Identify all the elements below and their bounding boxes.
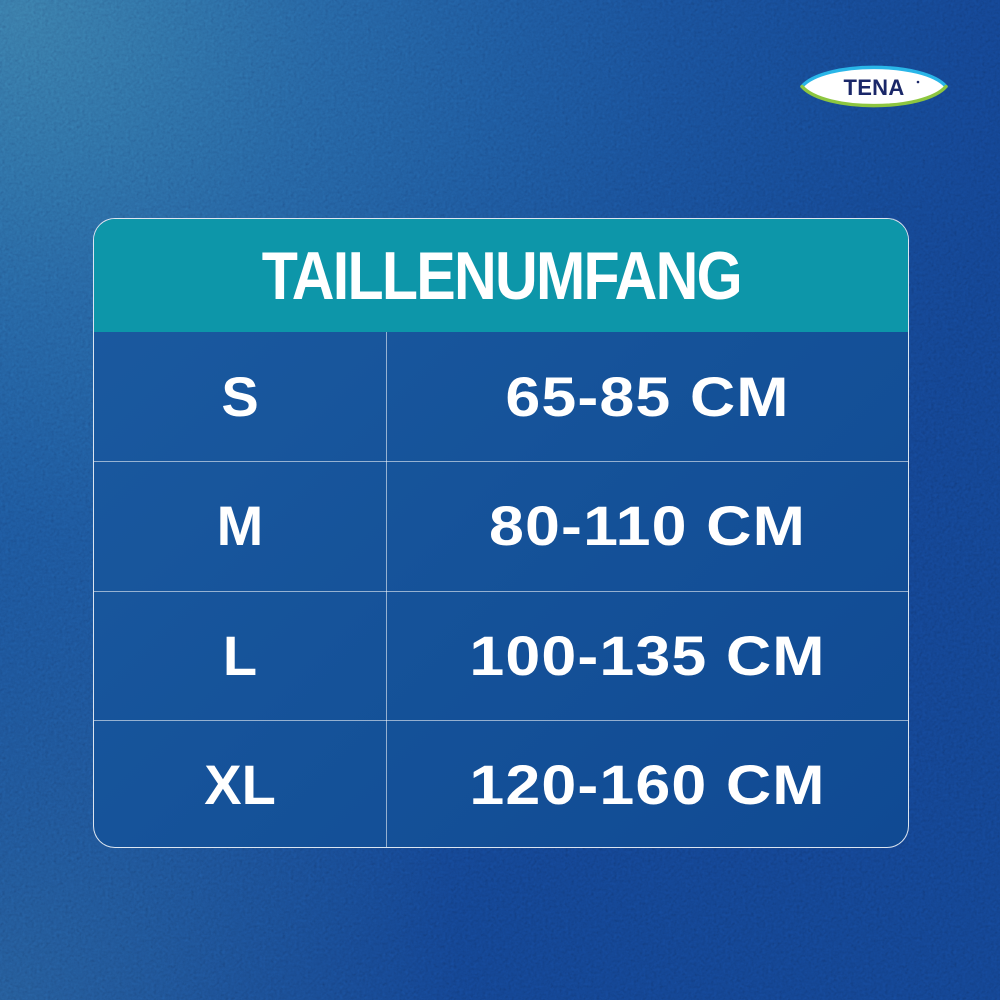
svg-text:TENA: TENA	[843, 75, 904, 100]
